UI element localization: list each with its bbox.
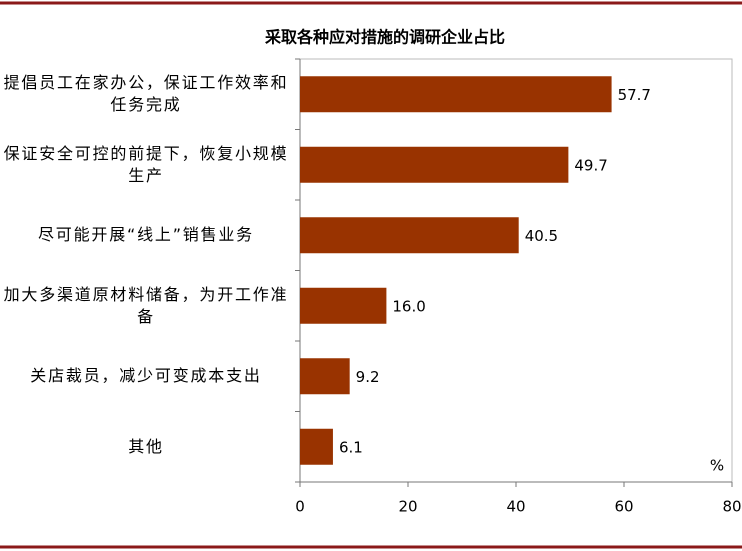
unit-label: % xyxy=(710,457,724,475)
plot-frame xyxy=(299,58,733,483)
category-label: 加大多渠道原材料储备，为开工作准备 xyxy=(3,284,289,326)
bar xyxy=(300,287,387,324)
bar xyxy=(300,146,569,183)
x-tick-label: 20 xyxy=(398,498,417,516)
x-tick-label: 60 xyxy=(614,498,633,516)
x-tick-label: 0 xyxy=(295,498,305,516)
value-label: 40.5 xyxy=(525,227,558,245)
value-label: 6.1 xyxy=(339,438,363,456)
category-label: 关店裁员，减少可变成本支出 xyxy=(30,366,262,386)
value-label: 9.2 xyxy=(356,368,380,386)
bar xyxy=(300,358,350,395)
value-label: 49.7 xyxy=(574,156,607,174)
category-label: 尽可能开展“线上”销售业务 xyxy=(38,225,254,245)
bar xyxy=(300,428,333,465)
chart-title: 采取各种应对措施的调研企业占比 xyxy=(264,28,505,47)
x-tick-label: 80 xyxy=(722,498,741,516)
value-label: 16.0 xyxy=(392,297,425,315)
category-label: 其他 xyxy=(128,436,164,456)
category-label: 提倡员工在家办公，保证工作效率和任务完成 xyxy=(3,73,289,115)
bar xyxy=(300,217,519,254)
x-tick-label: 40 xyxy=(506,498,525,516)
value-label: 57.7 xyxy=(618,86,651,104)
category-label: 保证安全可控的前提下，恢复小规模生产 xyxy=(3,143,289,185)
bar xyxy=(300,76,612,113)
